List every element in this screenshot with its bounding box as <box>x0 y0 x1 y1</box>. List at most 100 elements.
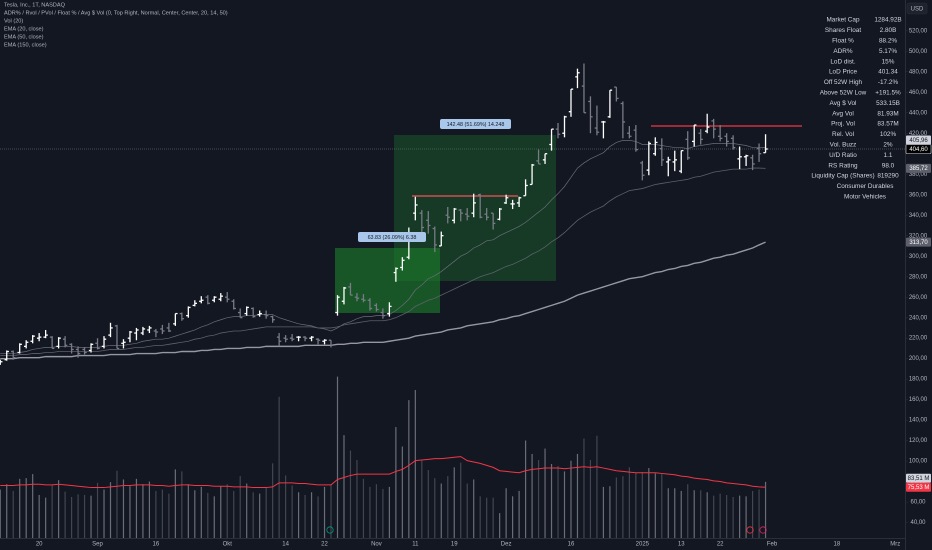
stat-label: Market Cap <box>826 17 859 24</box>
price-marker <box>906 473 931 483</box>
volume-bar <box>51 484 53 538</box>
volume-bar <box>427 470 429 538</box>
label-pill <box>440 119 511 129</box>
position-labels: 63.83 (26.09%) 6.38 142.48 (51.69%) 14.2… <box>358 119 511 242</box>
volume-bar <box>440 483 442 538</box>
stat-value: 88.2% <box>879 37 897 44</box>
y-tick-label: 420,00 <box>909 131 928 137</box>
volume-bar <box>278 396 280 538</box>
volume-bar <box>239 476 241 538</box>
x-tick-label: 18 <box>834 542 841 548</box>
indicator-legend: EMA (50, close) <box>4 34 44 40</box>
volume-bar <box>109 482 112 538</box>
volume-bar <box>739 495 741 538</box>
stat-value: 1284.92B <box>874 17 901 24</box>
earnings-marker <box>746 526 754 534</box>
volume-bar <box>200 486 202 538</box>
volume-bar <box>362 478 365 538</box>
volume-bar <box>563 471 566 538</box>
stat-label: Liquidity Cap (Shares) <box>811 173 874 180</box>
stat-value: 83.57M <box>877 121 898 128</box>
volume-bar <box>537 459 540 538</box>
currency-button[interactable] <box>906 2 928 15</box>
stat-label: U/D Ratio <box>829 152 857 159</box>
volume-bar <box>434 478 436 538</box>
currency[interactable]: USD <box>911 6 924 12</box>
stat-footer: Motor Vehicles <box>844 193 886 200</box>
y-tick-label: 120,00 <box>909 438 928 444</box>
symbol-title: Tesla, Inc., 1T, NASDAQ <box>4 2 66 8</box>
x-tick-label: 16 <box>568 542 575 548</box>
legend: Tesla, Inc., 1T, NASDAQ ADR% / Rvol / PV… <box>4 2 228 48</box>
x-tick-label: 2025 <box>636 542 650 548</box>
indicator-legend: Vol (20) <box>4 18 23 24</box>
stat-value: +191.5% <box>875 89 901 96</box>
volume-bar <box>622 476 624 538</box>
ema-line <box>0 241 766 360</box>
volume-bar <box>32 474 34 538</box>
volume-bar <box>259 493 261 538</box>
volume-bar <box>19 478 21 538</box>
x-tick-label: 13 <box>678 542 685 548</box>
volume-bar <box>550 464 553 538</box>
event-markers <box>326 526 767 534</box>
y-tick-label: 160,00 <box>909 397 928 403</box>
y-tick-label: 40,00 <box>910 520 926 526</box>
earnings-marker <box>326 526 334 534</box>
volume-bar <box>161 489 163 538</box>
volume-bar <box>596 435 598 538</box>
y-tick-label: 480,00 <box>909 69 928 75</box>
volume-bar <box>414 390 416 538</box>
volume-bar <box>460 462 462 538</box>
volume-bar <box>207 492 209 538</box>
stat-label: Shares Float <box>825 27 861 34</box>
x-tick-label: Okt <box>223 542 233 548</box>
volume-bar <box>518 490 520 538</box>
stat-label: ADR% <box>833 48 852 55</box>
volume-bar <box>0 489 1 538</box>
y-tick-label: 220,00 <box>909 336 928 342</box>
price-marker-label: 83,51 M <box>908 476 930 482</box>
volume-bar <box>349 450 352 538</box>
volume-bar <box>297 492 300 538</box>
volume-bar <box>336 376 339 538</box>
volume-bar <box>116 470 118 538</box>
x-tick-label: Nov <box>371 542 382 548</box>
y-tick-label: 280,00 <box>909 274 928 280</box>
stat-label: Vol. Buzz <box>830 141 857 148</box>
volume-bar <box>388 486 390 538</box>
y-tick-label: 320,00 <box>909 233 928 239</box>
y-tick-label: 440,00 <box>909 110 928 116</box>
volume-bar <box>635 472 637 538</box>
volume-bar <box>25 478 27 538</box>
stat-value: 533.15B <box>876 100 900 107</box>
x-tick-label: 22 <box>321 542 328 548</box>
volume-bar <box>544 448 546 538</box>
volume-bar <box>6 484 8 538</box>
dividend-marker <box>759 526 767 534</box>
stat-label: RS Rating <box>828 162 858 169</box>
volume-bar <box>408 400 410 538</box>
volume-bar <box>83 494 86 538</box>
label-pill <box>358 232 426 242</box>
y-tick-label: 340,00 <box>909 213 928 219</box>
stat-value: 15% <box>882 58 895 65</box>
volume-bar <box>168 493 170 538</box>
volume-bar <box>122 479 125 538</box>
y-tick-label: 60,00 <box>910 500 926 506</box>
x-tick-label: 20 <box>36 542 43 548</box>
volume-bar <box>96 482 99 538</box>
volume-bar <box>213 496 215 538</box>
volume-bar <box>524 440 527 538</box>
axes: 520,00 500,00 480,00 460,00 440,00 420,00 380,… <box>36 28 932 548</box>
volume-bar <box>505 488 507 538</box>
x-tick-label: Mrz <box>890 542 900 548</box>
volume-bar <box>745 496 747 538</box>
volume-bar <box>648 468 650 538</box>
volume-bar <box>583 438 585 538</box>
volume-bar <box>155 490 157 538</box>
x-tick-label: Feb <box>767 542 778 548</box>
volume-bar <box>77 494 79 538</box>
volume-bar <box>473 479 475 538</box>
stat-value: 81.93M <box>877 110 898 117</box>
